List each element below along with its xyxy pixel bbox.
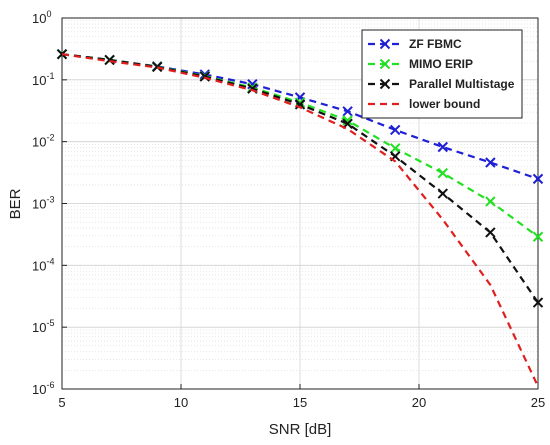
series-3-point	[437, 188, 449, 199]
y-axis-label: BER	[7, 188, 24, 219]
series-3-point	[485, 227, 496, 238]
legend-label-3: Parallel Multistage	[409, 77, 515, 91]
series-2-point	[485, 196, 496, 207]
legend-box	[361, 29, 523, 119]
series-1-point	[342, 106, 353, 117]
series-1-point	[437, 141, 449, 153]
y-tick-label: 100	[32, 9, 51, 26]
legend-label-4: lower bound	[409, 97, 480, 111]
x-axis-label: SNR [dB]	[269, 421, 332, 438]
series-2-point	[389, 143, 401, 154]
series-3-point	[532, 297, 544, 308]
series-3-point	[104, 54, 115, 66]
x-tick-label: 20	[412, 395, 426, 410]
series-1-point	[485, 157, 496, 168]
series-3-point	[56, 48, 68, 60]
x-tick-label: 25	[531, 395, 545, 410]
y-tick-label: 10-3	[32, 195, 54, 212]
y-tick-label: 10-4	[32, 256, 54, 273]
series-2-point	[437, 167, 449, 179]
x-tick-label: 10	[174, 395, 188, 410]
y-tick-label: 10-6	[32, 380, 54, 397]
y-tick-label: 10-1	[32, 71, 54, 88]
series-1-point	[532, 173, 544, 185]
legend-label-2: MIMO ERIP	[409, 57, 473, 71]
series-3-point	[294, 99, 306, 110]
y-tick-label: 10-2	[32, 133, 54, 150]
x-tick-label: 15	[293, 395, 307, 410]
x-tick-label: 5	[58, 395, 65, 410]
y-tick-label: 10-5	[32, 318, 54, 335]
series-1-point	[389, 124, 401, 136]
legend-label-1: ZF FBMC	[409, 37, 462, 51]
legend: ZF FBMC MIMO ERIP Parallel Multistage lower…	[361, 29, 523, 119]
legend-marker-2	[379, 58, 391, 70]
series-2-point	[532, 231, 544, 242]
legend-marker-3	[379, 78, 391, 90]
axis-ticks: 5 10 15 20 25 100 10-1 10-2 10-3 10-4 10-5 10-6	[32, 9, 545, 410]
series-line-4	[61, 53, 539, 387]
legend-marker-1	[379, 38, 391, 50]
series-1-point	[247, 78, 258, 90]
series-layer	[56, 48, 544, 387]
